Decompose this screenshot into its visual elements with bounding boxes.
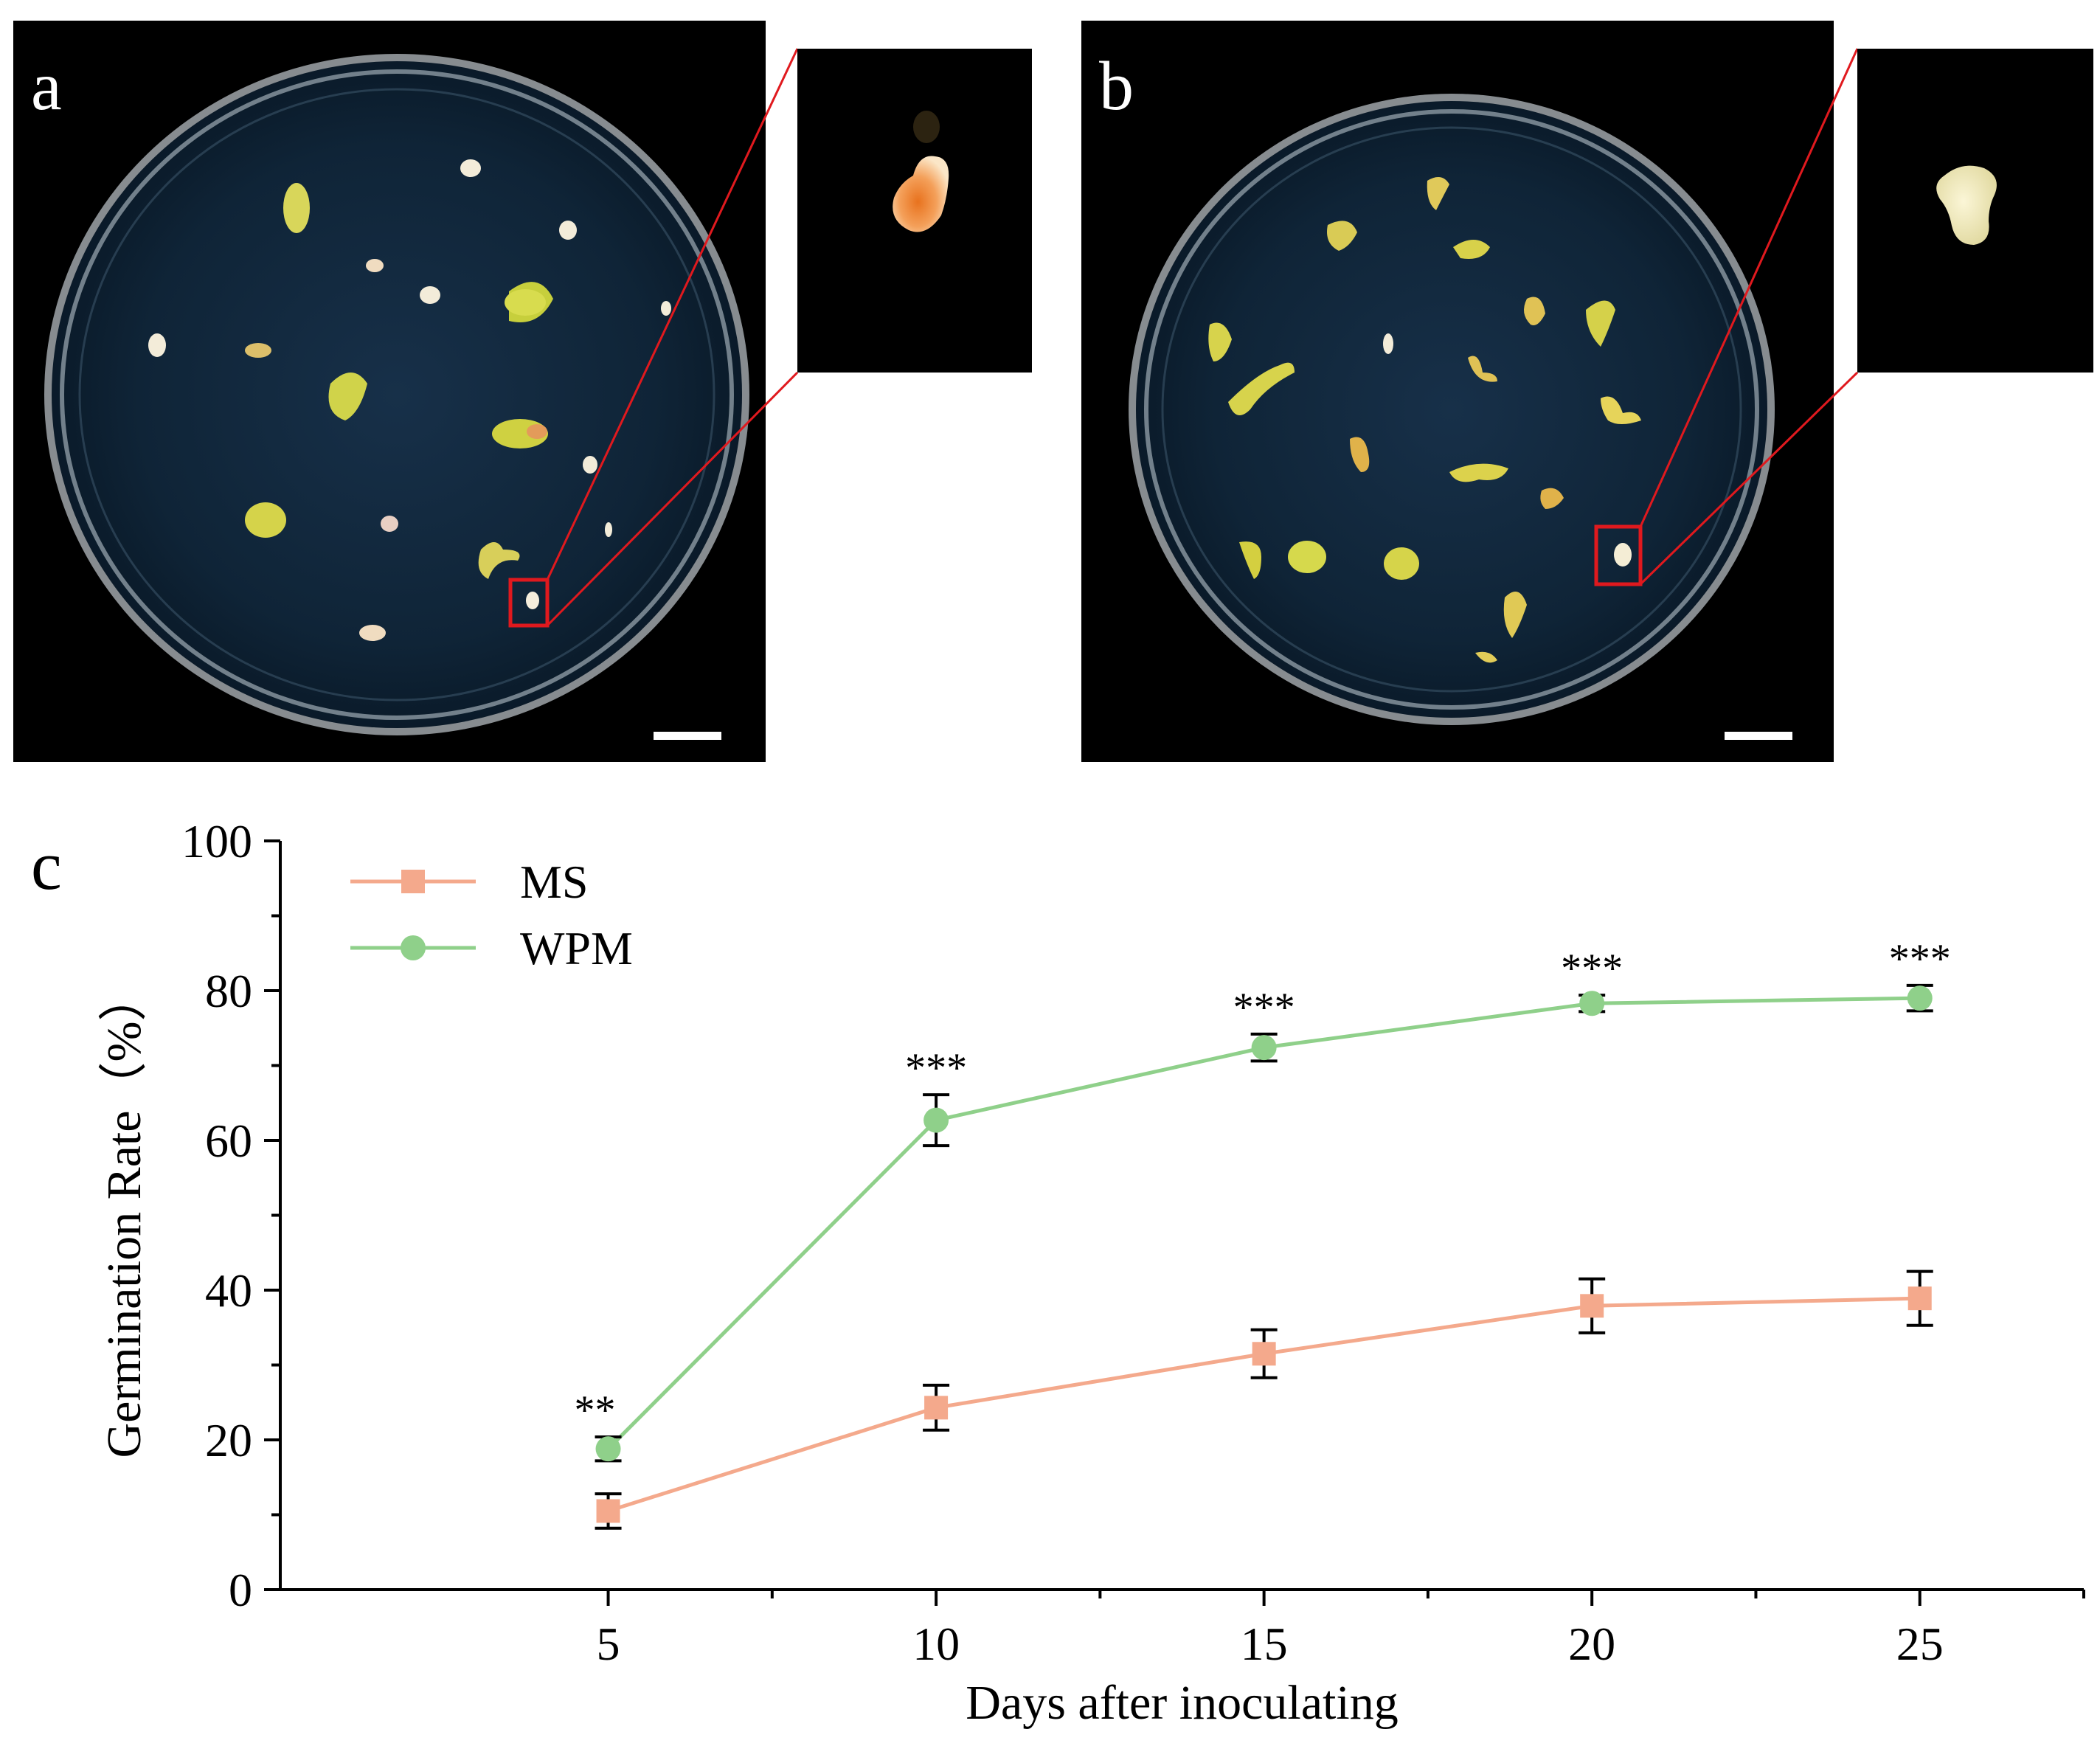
- y-tick-label-40: 40: [205, 1264, 252, 1317]
- legend-label-wpm: WPM: [520, 922, 633, 974]
- panel-c: c 0 20 40 60 80 100 5 10 15 20 25 Days after inocul…: [31, 815, 2085, 1730]
- panel-label-c: c: [31, 828, 62, 904]
- zoom-box-a: [508, 578, 550, 628]
- point-wpm-10: [923, 1107, 949, 1133]
- zoom-line-b-bottom: [1639, 371, 1859, 586]
- y-tick-label-100: 100: [181, 815, 252, 867]
- series-line-wpm: [606, 996, 1920, 1450]
- significance-15: ***: [1233, 985, 1295, 1030]
- zoom-inset-b: [1857, 49, 2093, 373]
- scale-bar-b: [1725, 732, 1792, 740]
- point-wpm-20: [1579, 991, 1605, 1016]
- y-tick-label-60: 60: [205, 1115, 252, 1167]
- significance-25: ***: [1889, 936, 1951, 982]
- x-tick-label-15: 15: [1241, 1618, 1288, 1670]
- x-tick-label-25: 25: [1896, 1618, 1944, 1670]
- panel-a: a: [13, 21, 1032, 762]
- scale-bar-a: [654, 732, 721, 740]
- x-tick-label-10: 10: [912, 1618, 960, 1670]
- panel-label-a: a: [31, 48, 62, 125]
- point-ms-10: [924, 1396, 949, 1420]
- y-tick-label-80: 80: [205, 965, 252, 1017]
- legend-label-ms: MS: [520, 856, 589, 908]
- y-tick-label-0: 0: [229, 1564, 252, 1616]
- point-wpm-15: [1251, 1035, 1277, 1061]
- zoom-line-a-top: [546, 48, 799, 581]
- petri-dish-b: [1129, 94, 1775, 725]
- zoom-line-a-bottom: [546, 371, 799, 627]
- seedlings-b: [1208, 177, 1641, 663]
- legend-marker-wpm: [401, 935, 426, 960]
- x-axis-label: Days after inoculating: [966, 1676, 1398, 1730]
- zoom-line-b-top: [1639, 48, 1859, 527]
- point-ms-15: [1252, 1342, 1276, 1366]
- zoom-box-b: [1594, 524, 1643, 586]
- panel-label-b: b: [1099, 48, 1134, 125]
- significance-5: **: [575, 1388, 616, 1433]
- point-ms-20: [1580, 1294, 1604, 1318]
- y-tick-label-20: 20: [205, 1414, 252, 1466]
- point-wpm-5: [595, 1436, 621, 1462]
- germination-chart: 0 20 40 60 80 100 5 10 15 20 25 Days after inoculat…: [97, 815, 2085, 1730]
- point-ms-25: [1907, 1286, 1932, 1311]
- zoom-inset-a: [797, 49, 1032, 373]
- x-tick-label-20: 20: [1568, 1618, 1615, 1670]
- point-ms-5: [596, 1499, 620, 1523]
- significance-10: ***: [905, 1045, 967, 1091]
- point-wpm-25: [1907, 985, 1933, 1011]
- legend-marker-ms: [401, 870, 425, 893]
- petri-dish-a: [44, 54, 749, 735]
- significance-20: ***: [1561, 946, 1623, 991]
- x-tick-label-5: 5: [597, 1618, 620, 1670]
- seedlings-a: [148, 159, 671, 641]
- y-axis-label: Germination Rate（%）: [97, 972, 151, 1458]
- panel-b: b: [1081, 21, 2093, 762]
